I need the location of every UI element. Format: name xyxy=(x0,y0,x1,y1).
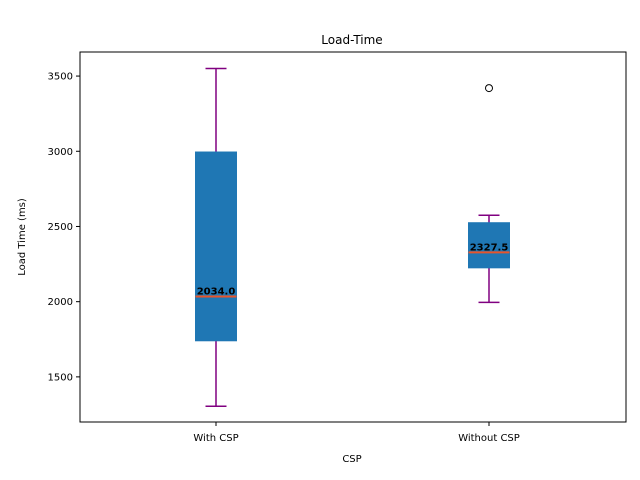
x-tick-label: With CSP xyxy=(193,433,238,444)
outlier-point xyxy=(485,84,493,93)
plot-area: 1500 2000 2500 3000 3500 With CSP Without CSP 2… xyxy=(48,67,520,444)
y-tick-label: 2000 xyxy=(48,297,73,308)
chart-title: Load-Time xyxy=(321,33,382,47)
iqr-box xyxy=(195,151,237,342)
plot-frame xyxy=(79,51,627,423)
y-tick-label: 3500 xyxy=(48,72,73,83)
y-axis-label: Load Time (ms) xyxy=(17,198,28,276)
x-axis-label: CSP xyxy=(342,454,361,465)
median-value-label: 2034.0 xyxy=(197,287,236,298)
x-tick-label: Without CSP xyxy=(458,433,520,444)
y-tick-label: 1500 xyxy=(48,372,73,383)
y-tick-label: 3000 xyxy=(48,147,73,158)
iqr-box xyxy=(468,222,510,269)
y-tick-label: 2500 xyxy=(48,222,73,233)
median-value-label: 2327.5 xyxy=(470,242,509,253)
